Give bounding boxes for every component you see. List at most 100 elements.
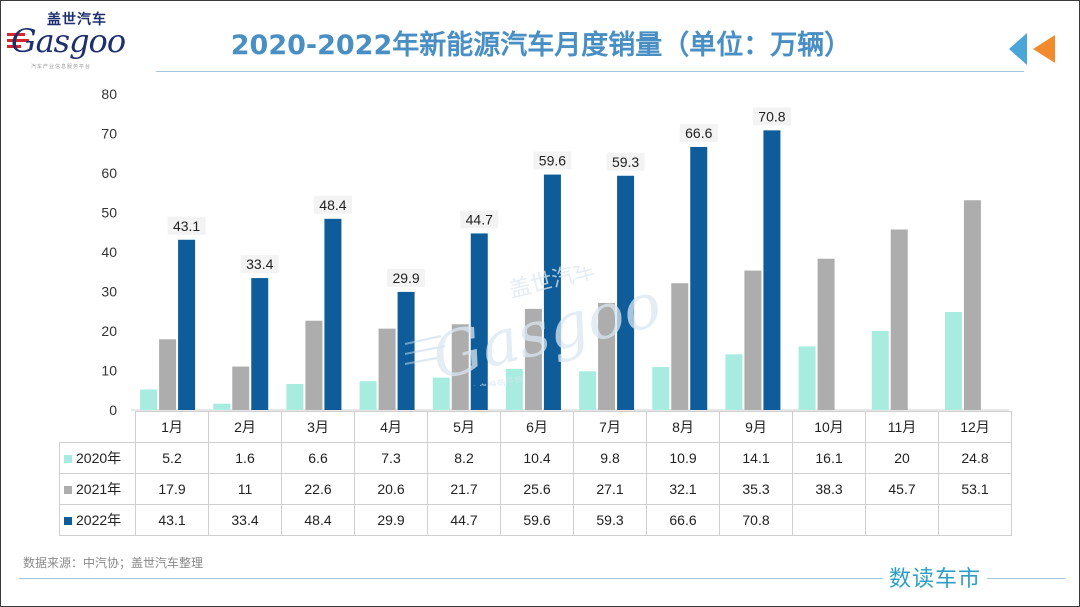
table-cell: 6.6 xyxy=(281,442,355,474)
legend-label: 2020年 xyxy=(76,450,122,466)
data-label: 48.4 xyxy=(319,197,346,213)
data-label-bg xyxy=(313,195,352,214)
table-cell: 32.1 xyxy=(646,473,720,505)
legend-entry: 2020年 xyxy=(59,442,136,474)
x-tick-label: 10月 xyxy=(792,411,866,443)
legend-swatch-icon xyxy=(64,486,72,495)
bar-2020-10 xyxy=(798,346,816,410)
table-cell: 16.1 xyxy=(792,442,866,474)
x-tick-label: 9月 xyxy=(719,411,793,443)
bar-2020-8 xyxy=(652,366,670,410)
sales-bar-chart: 0 10 20 30 40 50 60 70 80 43.1 33.4 48.4 29.9 44.7 59… xyxy=(101,86,1009,418)
y-tick-label: 10 xyxy=(101,363,117,379)
bar-2022-1 xyxy=(178,239,196,410)
table-cell: 22.6 xyxy=(281,473,355,505)
y-tick-label: 60 xyxy=(101,165,117,181)
table-header-row: 1月 2月 3月 4月 5月 6月 7月 8月 9月 10月 11月 12月 xyxy=(59,411,1012,443)
y-axis: 0 10 20 30 40 50 60 70 80 xyxy=(101,86,117,418)
logo-chinese-text: 盖世汽车 xyxy=(47,12,107,28)
table-cell: 24.8 xyxy=(938,442,1012,474)
legend-swatch-icon xyxy=(64,455,72,464)
table-cell: 20 xyxy=(865,442,939,474)
data-label-bg xyxy=(752,107,791,126)
data-label-bg xyxy=(387,268,426,287)
y-tick-label: 0 xyxy=(109,402,117,418)
bar-2021-9 xyxy=(744,270,762,410)
table-cell: 25.6 xyxy=(500,473,574,505)
data-label-bg xyxy=(606,152,645,171)
data-label: 59.6 xyxy=(539,153,566,169)
data-label-bg xyxy=(679,123,718,142)
table-cell xyxy=(865,504,939,536)
table-cell: 9.8 xyxy=(573,442,647,474)
data-label: 29.9 xyxy=(392,270,419,286)
bar-2021-3 xyxy=(305,320,323,410)
title-divider xyxy=(156,71,1024,72)
legend-swatch-icon xyxy=(64,517,72,526)
bar-2020-9 xyxy=(725,354,743,410)
bar-2020-2 xyxy=(213,403,231,410)
table-cell: 43.1 xyxy=(135,504,209,536)
data-label: 59.3 xyxy=(612,154,639,170)
table-body: 2020年 5.2 1.6 6.6 7.3 8.2 10.4 9.8 10.9 14.1 16.1 2… xyxy=(59,442,1012,536)
data-label: 70.8 xyxy=(758,108,785,124)
y-tick-label: 20 xyxy=(101,323,117,339)
table-cell: 11 xyxy=(208,473,282,505)
bar-series-group xyxy=(140,130,981,410)
table-cell: 27.1 xyxy=(573,473,647,505)
bar-2020-4 xyxy=(359,381,377,410)
logo-english-text: Gasgoo xyxy=(11,22,126,60)
bar-2021-11 xyxy=(890,229,908,410)
x-tick-label: 2月 xyxy=(208,411,282,443)
bar-2020-12 xyxy=(944,312,962,410)
table-cell: 59.6 xyxy=(500,504,574,536)
bar-2021-5 xyxy=(451,324,469,410)
table-cell: 59.3 xyxy=(573,504,647,536)
logo-stripes-icon xyxy=(7,33,29,48)
bar-2022-3 xyxy=(324,218,342,410)
bar-2020-11 xyxy=(871,331,889,410)
table-cell: 33.4 xyxy=(208,504,282,536)
data-label-group: 43.1 33.4 48.4 29.9 44.7 59.6 59.3 66.6 70.8 xyxy=(167,107,791,287)
table-row: 2022年 43.1 33.4 48.4 29.9 44.7 59.6 59.3 66.6 70.… xyxy=(59,504,1012,536)
bar-2020-6 xyxy=(505,368,523,410)
y-tick-label: 70 xyxy=(101,126,117,142)
gasgoo-logo: 盖世汽车 Gasgoo 汽车产业信息服务平台 xyxy=(7,9,137,70)
table-cell: 38.3 xyxy=(792,473,866,505)
bar-2022-4 xyxy=(397,291,415,410)
data-label-bg xyxy=(533,151,572,170)
bar-2022-9 xyxy=(763,130,781,410)
table-corner xyxy=(59,411,136,443)
bar-2021-6 xyxy=(524,308,542,410)
y-tick-label: 40 xyxy=(101,244,117,260)
table-cell: 44.7 xyxy=(427,504,501,536)
bar-2021-10 xyxy=(817,258,835,410)
data-label-bg xyxy=(240,255,279,274)
legend-entry: 2021年 xyxy=(59,473,136,505)
table-cell: 70.8 xyxy=(719,504,793,536)
bar-2022-6 xyxy=(543,174,561,410)
bar-2022-5 xyxy=(470,233,488,410)
table-cell: 1.6 xyxy=(208,442,282,474)
table-cell: 10.9 xyxy=(646,442,720,474)
y-tick-label: 50 xyxy=(101,205,117,221)
bar-2020-1 xyxy=(140,389,158,410)
table-cell: 20.6 xyxy=(354,473,428,505)
x-tick-label: 12月 xyxy=(938,411,1012,443)
legend-entry: 2022年 xyxy=(59,504,136,536)
back-arrow-icon[interactable] xyxy=(1007,31,1057,67)
x-tick-label: 8月 xyxy=(646,411,720,443)
x-tick-label: 5月 xyxy=(427,411,501,443)
table-cell: 45.7 xyxy=(865,473,939,505)
y-tick-label: 80 xyxy=(101,86,117,102)
bar-2020-3 xyxy=(286,383,304,410)
table-cell: 7.3 xyxy=(354,442,428,474)
table-cell: 8.2 xyxy=(427,442,501,474)
legend-label: 2022年 xyxy=(76,512,122,528)
logo-subtitle: 汽车产业信息服务平台 xyxy=(31,64,92,70)
data-table: 1月 2月 3月 4月 5月 6月 7月 8月 9月 10月 11月 12月 2020年 5.2 1.6 6… xyxy=(59,411,1012,536)
bar-2021-2 xyxy=(232,366,250,410)
x-tick-label: 7月 xyxy=(573,411,647,443)
table-cell: 48.4 xyxy=(281,504,355,536)
